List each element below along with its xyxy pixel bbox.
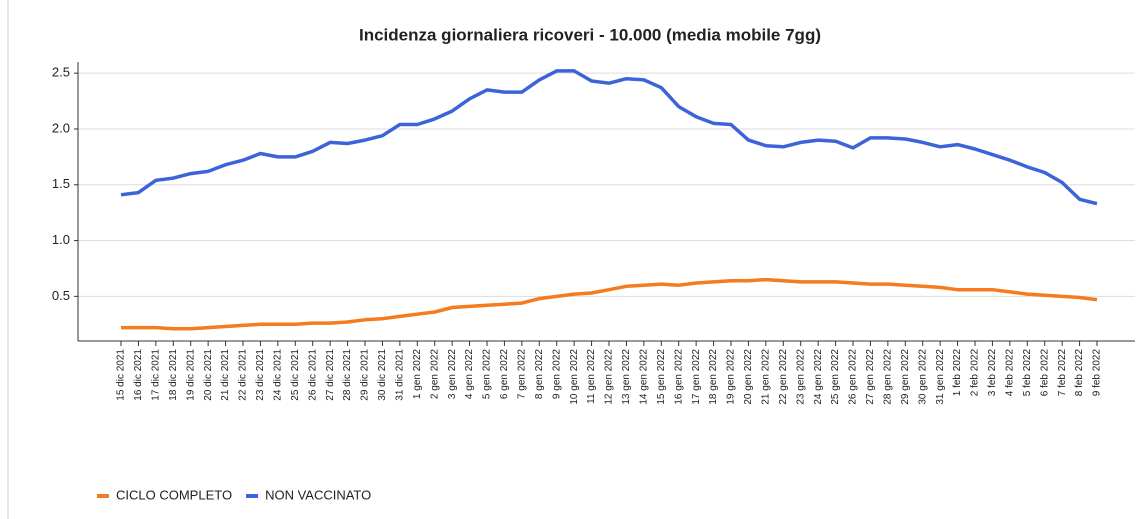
- x-tick-label: 27 gen 2022: [865, 349, 876, 405]
- x-tick-label: 11 gen 2022: [586, 349, 597, 404]
- legend-label: NON VACCINATO: [265, 487, 371, 502]
- series-line: [121, 277, 1098, 331]
- x-tick-label: 20 gen 2022: [743, 349, 754, 405]
- x-tick-label: 19 gen 2022: [726, 349, 737, 405]
- x-tick-label: 14 gen 2022: [638, 349, 649, 405]
- x-tick-label: 19 dic 2021: [185, 349, 196, 401]
- x-tick-label: 1 gen 2022: [412, 349, 423, 399]
- x-tick-label: 2 feb 2022: [970, 349, 981, 397]
- x-tick-label: 24 dic 2021: [272, 349, 283, 401]
- x-tick-label: 3 feb 2022: [987, 349, 998, 397]
- y-tick-label: 2.0: [52, 120, 70, 135]
- x-tick-label: 26 gen 2022: [848, 349, 859, 405]
- y-tick-label: 0.5: [52, 288, 70, 303]
- x-tick-label: 25 gen 2022: [830, 349, 841, 405]
- x-tick-label: 5 feb 2022: [1022, 349, 1033, 397]
- series-line: [120, 69, 1098, 206]
- x-tick-label: 21 gen 2022: [760, 349, 771, 405]
- x-tick-label: 30 gen 2022: [917, 349, 928, 405]
- x-tick-label: 29 gen 2022: [900, 349, 911, 405]
- x-tick-label: 24 gen 2022: [813, 349, 824, 405]
- x-tick-label: 22 dic 2021: [238, 349, 249, 401]
- legend-label: CICLO COMPLETO: [116, 487, 232, 502]
- x-tick-label: 25 dic 2021: [290, 349, 301, 401]
- x-tick-label: 22 gen 2022: [778, 349, 789, 405]
- x-tick-label: 21 dic 2021: [220, 349, 231, 401]
- x-tick-label: 16 gen 2022: [673, 349, 684, 405]
- x-tick-label: 17 dic 2021: [150, 349, 161, 401]
- x-tick-label: 4 feb 2022: [1004, 349, 1015, 397]
- x-tick-label: 28 dic 2021: [342, 349, 353, 401]
- x-tick-label: 15 dic 2021: [116, 349, 127, 401]
- y-tick-label: 2.5: [52, 65, 70, 80]
- x-tick-label: 31 gen 2022: [935, 349, 946, 405]
- x-tick-label: 16 dic 2021: [133, 349, 144, 401]
- x-tick-label: 12 gen 2022: [604, 349, 615, 405]
- x-tick-label: 6 feb 2022: [1039, 349, 1050, 397]
- x-tick-label: 5 gen 2022: [482, 349, 493, 399]
- x-tick-label: 1 feb 2022: [952, 349, 963, 397]
- chart-title: Incidenza giornaliera ricoveri - 10.000 …: [359, 25, 821, 44]
- x-tick-label: 3 gen 2022: [447, 349, 458, 399]
- x-tick-label: 15 gen 2022: [656, 349, 667, 405]
- x-tick-label: 7 feb 2022: [1057, 349, 1068, 397]
- x-tick-label: 26 dic 2021: [307, 349, 318, 401]
- x-tick-label: 13 gen 2022: [621, 349, 632, 405]
- x-tick-label: 7 gen 2022: [516, 349, 527, 399]
- x-tick-label: 8 feb 2022: [1074, 349, 1085, 397]
- x-tick-label: 9 feb 2022: [1092, 349, 1103, 397]
- x-tick-label: 23 dic 2021: [255, 349, 266, 401]
- x-tick-label: 8 gen 2022: [534, 349, 545, 399]
- x-tick-label: 10 gen 2022: [569, 349, 580, 405]
- x-tick-label: 6 gen 2022: [499, 349, 510, 399]
- x-tick-label: 29 dic 2021: [360, 349, 371, 401]
- x-tick-label: 2 gen 2022: [429, 349, 440, 399]
- x-tick-label: 18 dic 2021: [168, 349, 179, 401]
- x-tick-label: 23 gen 2022: [795, 349, 806, 405]
- x-tick-label: 18 gen 2022: [708, 349, 719, 405]
- y-tick-label: 1.0: [52, 232, 70, 247]
- x-tick-label: 30 dic 2021: [377, 349, 388, 401]
- y-tick-label: 1.5: [52, 176, 70, 191]
- x-tick-label: 4 gen 2022: [464, 349, 475, 399]
- x-tick-label: 17 gen 2022: [691, 349, 702, 405]
- x-tick-label: 20 dic 2021: [203, 349, 214, 401]
- x-tick-label: 31 dic 2021: [394, 349, 405, 401]
- x-tick-label: 9 gen 2022: [551, 349, 562, 399]
- x-tick-label: 27 dic 2021: [325, 349, 336, 401]
- x-tick-label: 28 gen 2022: [882, 349, 893, 405]
